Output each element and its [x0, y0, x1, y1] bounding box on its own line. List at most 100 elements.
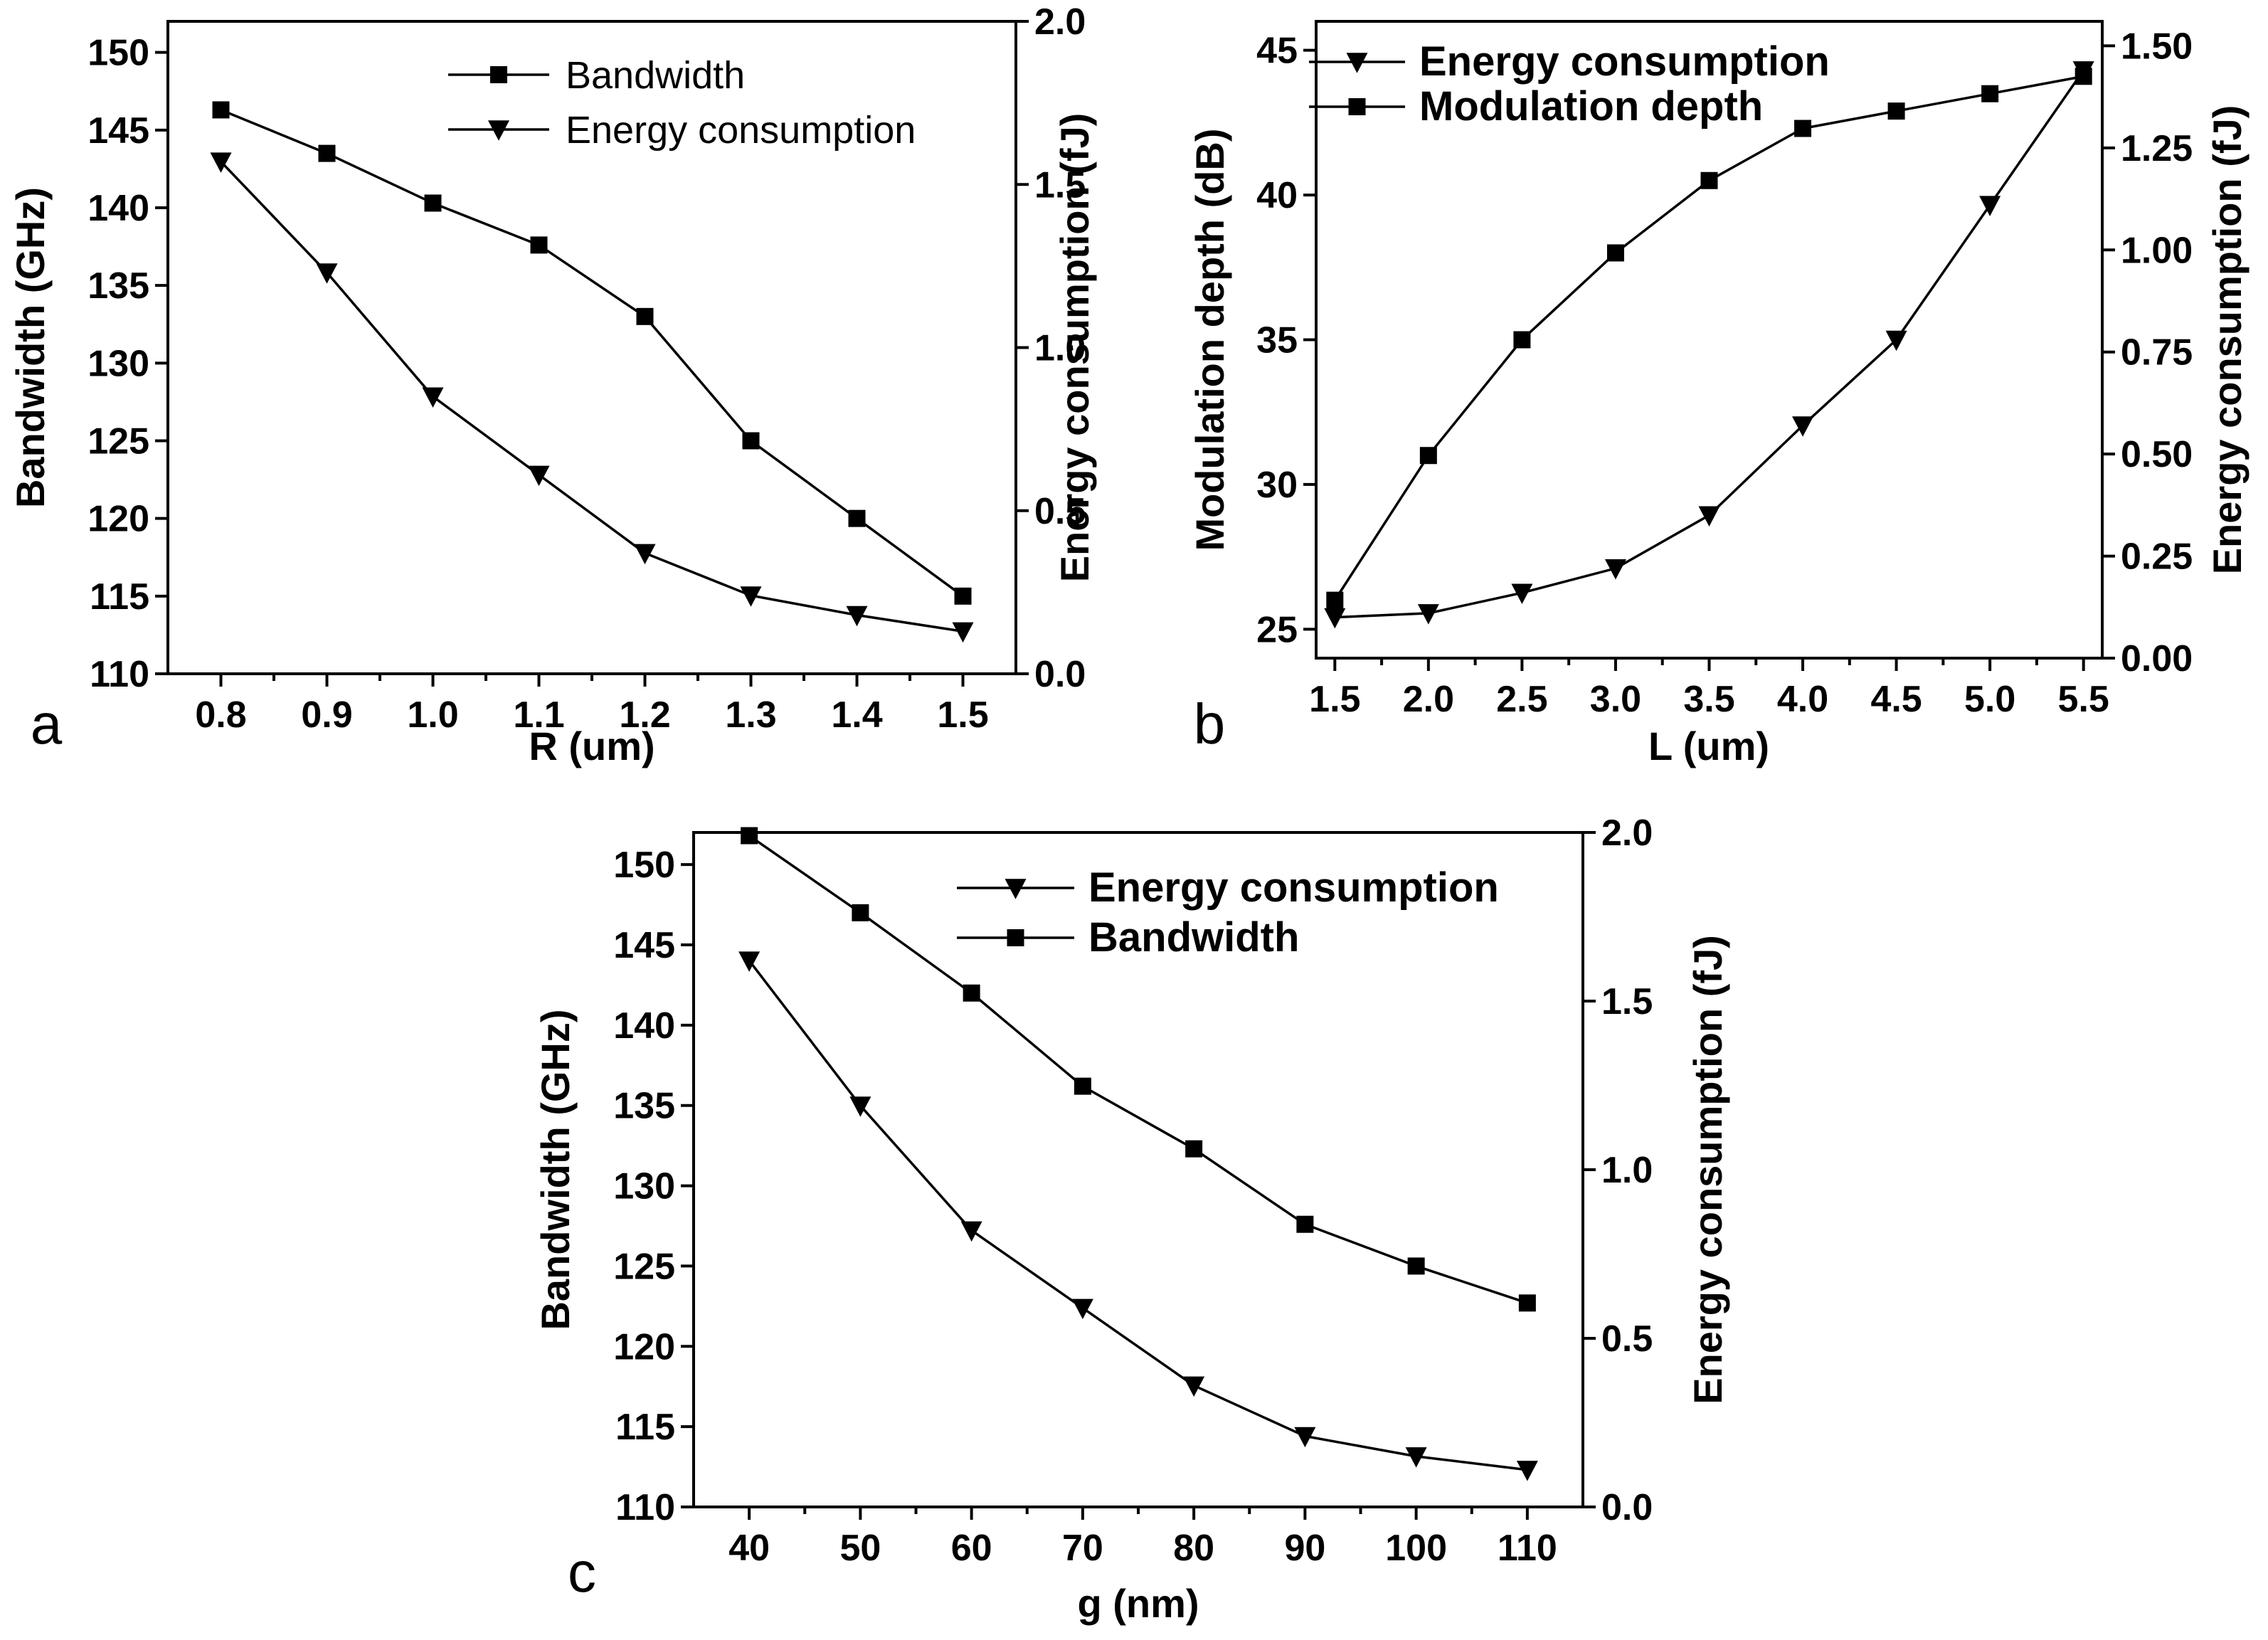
y-right-tick-label: 0.0 [1601, 1487, 1653, 1528]
x-tick-label: 2.0 [1403, 679, 1454, 720]
y-left-tick-label: 110 [615, 1487, 675, 1528]
y-right-tick-label: 2.0 [1034, 1, 1086, 43]
data-point [212, 101, 230, 119]
series-line [748, 960, 1528, 1471]
legend-marker [488, 120, 509, 141]
x-tick-label: 70 [1062, 1528, 1103, 1569]
data-point [1407, 1257, 1425, 1275]
y-left-tick-label: 125 [88, 421, 149, 462]
data-point [846, 605, 868, 627]
x-axis-title: R (um) [529, 724, 655, 768]
y-left-tick-label: 150 [88, 33, 149, 74]
y-left-tick-label: 120 [88, 499, 149, 540]
x-tick-label: 60 [951, 1528, 992, 1569]
x-tick-label: 1.5 [937, 694, 988, 736]
data-point [1979, 196, 2001, 216]
x-tick-label: 50 [839, 1528, 881, 1569]
data-point [2074, 68, 2092, 85]
y-left-tick-label: 140 [613, 1005, 675, 1047]
data-point [738, 951, 761, 972]
x-tick-label: 100 [1385, 1528, 1447, 1569]
x-tick-label: 1.5 [1309, 679, 1360, 720]
legend-marker [1346, 53, 1368, 73]
data-point [636, 307, 654, 325]
data-point [960, 1221, 982, 1242]
data-point [741, 827, 758, 845]
x-tick-label: 3.5 [1683, 679, 1734, 720]
series-line [1335, 69, 2085, 619]
data-point [1516, 1461, 1538, 1481]
data-point [634, 544, 656, 565]
y-right-tick-label: 0.75 [2121, 332, 2193, 374]
x-axis-title: g (nm) [1077, 1581, 1199, 1626]
data-point [954, 587, 972, 605]
y-left-tick-label: 120 [613, 1326, 675, 1367]
data-point [316, 263, 338, 284]
y-left-tick-label: 135 [613, 1086, 675, 1127]
x-tick-label: 0.9 [301, 694, 352, 736]
data-point [1183, 1376, 1205, 1397]
x-tick-label: 1.0 [407, 694, 458, 736]
series-energy-consumption [1324, 61, 2094, 629]
data-point [1074, 1077, 1091, 1095]
y-left-tick-label: 25 [1256, 609, 1298, 650]
legend-entry: Bandwidth [957, 914, 1299, 961]
x-tick-label: 2.5 [1496, 679, 1547, 720]
data-point [422, 387, 444, 408]
y-left-tick-label: 125 [613, 1246, 675, 1287]
y-left-axis-title: Bandwidth (GHz) [533, 1009, 578, 1330]
y-left-tick-label: 45 [1256, 31, 1298, 72]
data-point [1698, 506, 1720, 527]
legend-marker [1348, 98, 1366, 115]
y-right-axis-title: Energy consumption (fJ) [1685, 935, 1730, 1404]
data-point [1981, 85, 1999, 102]
series-bandwidth [741, 827, 1536, 1312]
panel-letter: a [31, 692, 63, 756]
y-left-tick-label: 35 [1256, 320, 1298, 361]
x-tick-label: 80 [1173, 1528, 1214, 1569]
data-point [1296, 1215, 1314, 1233]
data-point [1294, 1427, 1316, 1448]
data-point [1700, 171, 1718, 189]
y-right-tick-label: 0.50 [2121, 434, 2193, 475]
data-point [1794, 120, 1812, 137]
series-line [220, 160, 963, 633]
series-line [220, 108, 964, 598]
legend-marker [1005, 879, 1027, 899]
series-energy-consumption [738, 951, 1538, 1481]
series-energy-consumption [210, 152, 974, 643]
y-left-tick-label: 115 [615, 1407, 675, 1448]
data-point [1324, 608, 1346, 629]
x-tick-label: 4.0 [1777, 679, 1828, 720]
y-right-axis-title: Energy consumption (fJ) [1052, 113, 1097, 583]
x-tick-label: 1.1 [513, 694, 564, 736]
data-point [1511, 583, 1533, 604]
panel-c: 40 50 60 70 80 90 100 110 110 115 120 125 130 135 140 1… [533, 813, 1730, 1626]
data-point [1185, 1140, 1203, 1158]
data-point [1604, 559, 1626, 580]
legend-entry: Modulation depth [1309, 83, 1763, 129]
legend-label: Modulation depth [1419, 83, 1763, 129]
legend-label: Energy consumption [1088, 864, 1499, 911]
x-axis-title: L (um) [1648, 724, 1769, 768]
x-tick-label: 5.0 [1964, 679, 2015, 720]
legend-entry: Energy consumption [1309, 38, 1830, 85]
data-point [742, 432, 760, 450]
y-left-tick-label: 145 [88, 110, 149, 152]
data-point [1887, 102, 1905, 120]
y-right-tick-label: 0.00 [2121, 638, 2193, 679]
x-tick-label: 1.3 [725, 694, 776, 736]
y-left-tick-label: 130 [613, 1166, 675, 1207]
y-right-axis-title: Energy consumption (fJ) [2205, 105, 2250, 575]
data-point [1326, 591, 1344, 609]
y-right-tick-label: 0.5 [1034, 491, 1086, 532]
data-point [210, 152, 232, 173]
legend-label: Energy consumption [1419, 38, 1830, 85]
x-tick-label: 1.2 [619, 694, 670, 736]
data-point [849, 1096, 871, 1117]
legend-entry: Energy consumption [957, 864, 1499, 911]
data-point [424, 194, 442, 212]
y-left-tick-label: 135 [88, 265, 149, 307]
series-bandwidth [212, 101, 972, 605]
data-point [1417, 604, 1439, 625]
